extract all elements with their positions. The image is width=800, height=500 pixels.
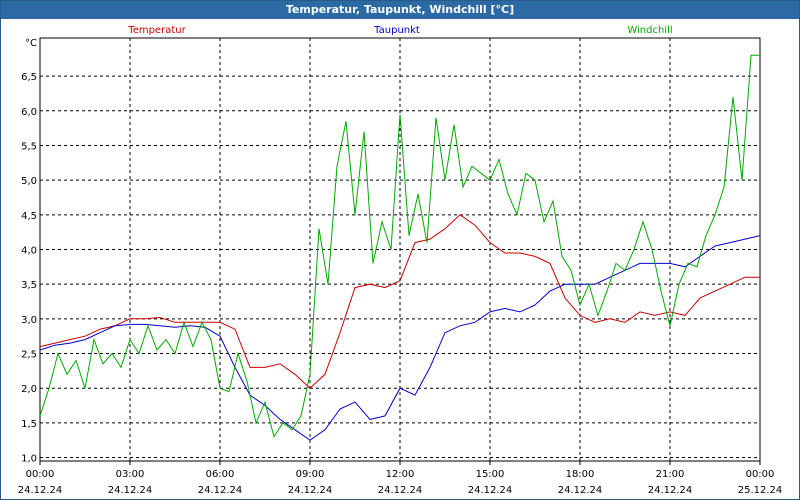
x-tick-time: 21:00 xyxy=(656,469,685,480)
x-tick-time: 15:00 xyxy=(476,469,505,480)
x-tick-date: 25.12.24 xyxy=(738,485,783,496)
y-tick-label: 3,5 xyxy=(21,280,37,291)
y-tick-label: 4,5 xyxy=(21,211,37,222)
y-tick-label: 6,0 xyxy=(21,107,37,118)
series-line-windchill xyxy=(39,54,760,438)
x-tick-date: 24.12.24 xyxy=(288,485,333,496)
x-tick-time: 09:00 xyxy=(296,469,325,480)
x-tick-time: 18:00 xyxy=(566,469,595,480)
x-tick-date: 24.12.24 xyxy=(108,485,153,496)
x-tick-time: 12:00 xyxy=(386,469,415,480)
y-tick-label: 2,0 xyxy=(21,384,37,395)
x-tick-time: 00:00 xyxy=(26,469,55,480)
series-line-taupunkt xyxy=(39,235,761,441)
x-tick-date: 24.12.24 xyxy=(468,485,513,496)
x-tick-time: 06:00 xyxy=(206,469,235,480)
legend-entry-windchill: Windchill xyxy=(627,25,672,36)
y-tick-label: 3,0 xyxy=(21,315,37,326)
legend: Temperatur Taupunkt Windchill xyxy=(127,25,672,36)
chart-title: Temperatur, Taupunkt, Windchill [°C] xyxy=(1,1,799,19)
x-tick-time: 03:00 xyxy=(116,469,145,480)
legend-entry-taupunkt: Taupunkt xyxy=(373,25,420,36)
axes xyxy=(39,37,761,465)
y-axis-label: °C xyxy=(25,38,37,49)
y-tick-label: 4,0 xyxy=(21,246,37,257)
y-tick-label: 5,5 xyxy=(21,141,37,152)
legend-entry-temperatur: Temperatur xyxy=(127,25,186,36)
y-tick-label: 5,0 xyxy=(21,176,37,187)
x-tick-date: 24.12.24 xyxy=(558,485,603,496)
x-tick-date: 24.12.24 xyxy=(378,485,423,496)
series-lines xyxy=(39,54,761,441)
y-tick-label: 2,5 xyxy=(21,350,37,361)
x-tick-time: 00:00 xyxy=(746,469,775,480)
x-tick-date: 24.12.24 xyxy=(198,485,243,496)
y-tick-label: 1,5 xyxy=(21,419,37,430)
x-tick-date: 24.12.24 xyxy=(648,485,693,496)
series-line-temperatur xyxy=(39,214,760,389)
x-tick-date: 24.12.24 xyxy=(18,485,63,496)
tick-labels: 1,0 1,5 2,0 2,5 3,0 3,5 4,0 4,5 5,0 5,5 6,0 6,5 °C 00… xyxy=(18,38,783,496)
y-tick-label: 1,0 xyxy=(21,454,37,465)
y-tick-label: 6,5 xyxy=(21,72,37,83)
